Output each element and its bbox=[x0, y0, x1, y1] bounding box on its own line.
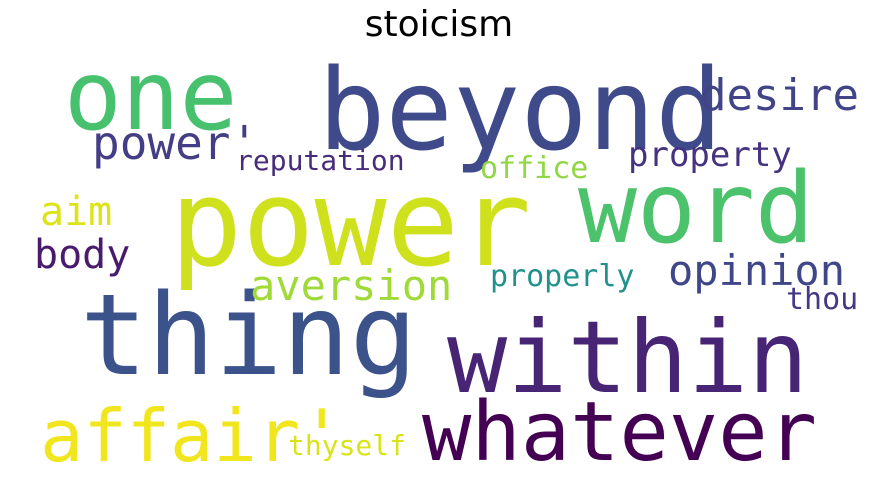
word-reputation: reputation bbox=[236, 144, 405, 177]
word-power-quote: power' bbox=[92, 116, 259, 170]
word-properly: properly bbox=[490, 259, 635, 294]
word-beyond: beyond bbox=[318, 46, 723, 176]
word-aversion: aversion bbox=[250, 261, 453, 310]
word-property: property bbox=[628, 135, 792, 175]
word-affair: affair' bbox=[40, 394, 344, 478]
word-thing: thing bbox=[80, 271, 418, 401]
figure-title: stoicism bbox=[364, 4, 514, 45]
word-thyself: thyself bbox=[288, 429, 407, 462]
word-one: one bbox=[64, 40, 238, 152]
word-whatever: whatever bbox=[422, 385, 817, 480]
word-word: word bbox=[578, 152, 815, 266]
word-desire: desire bbox=[700, 70, 859, 121]
word-within: within bbox=[447, 299, 809, 416]
word-power: power bbox=[170, 155, 532, 294]
word-body: body bbox=[34, 232, 131, 278]
word-aim: aim bbox=[40, 189, 113, 235]
word-opinion: opinion bbox=[668, 246, 846, 295]
word-office: office bbox=[480, 151, 589, 186]
word-thou: thou bbox=[786, 282, 859, 317]
